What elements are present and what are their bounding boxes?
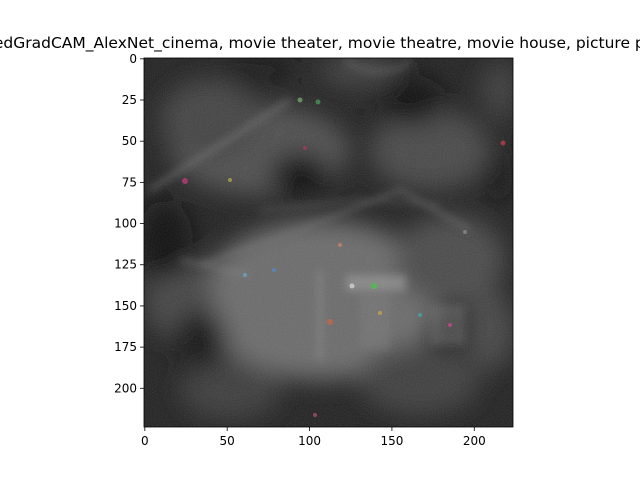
y-tick-label: 150	[114, 299, 137, 313]
y-tick-label: 0	[129, 52, 137, 66]
saliency-map-image	[144, 58, 513, 427]
y-tick-label: 75	[122, 175, 137, 189]
x-tick-label: 50	[220, 434, 235, 448]
x-axis: 0 50 100 150 200	[141, 427, 486, 448]
y-tick-label: 100	[114, 217, 137, 231]
plot-title-text: GuidedGradCAM_AlexNet_cinema, movie thea…	[0, 34, 640, 52]
y-axis: 0 25 50 75 100 125 150 175 200	[114, 52, 144, 395]
x-tick-label: 150	[380, 434, 403, 448]
x-tick-label: 200	[463, 434, 486, 448]
y-tick-label: 175	[114, 340, 137, 354]
x-tick-label: 0	[141, 434, 149, 448]
x-tick-label: 100	[298, 434, 321, 448]
plot-title: GuidedGradCAM_AlexNet_cinema, movie thea…	[0, 34, 640, 56]
y-tick-label: 125	[114, 258, 137, 272]
y-tick-label: 25	[122, 93, 137, 107]
y-tick-label: 200	[114, 381, 137, 395]
y-tick-label: 50	[122, 134, 137, 148]
axes-frame	[143, 57, 514, 428]
